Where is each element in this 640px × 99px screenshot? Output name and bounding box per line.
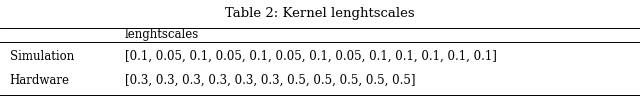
Text: [0.3, 0.3, 0.3, 0.3, 0.3, 0.3, 0.5, 0.5, 0.5, 0.5, 0.5]: [0.3, 0.3, 0.3, 0.3, 0.3, 0.3, 0.5, 0.5,…	[125, 74, 415, 87]
Text: Simulation: Simulation	[10, 50, 74, 63]
Text: Hardware: Hardware	[10, 74, 70, 87]
Text: lenghtscales: lenghtscales	[125, 28, 199, 41]
Text: [0.1, 0.05, 0.1, 0.05, 0.1, 0.05, 0.1, 0.05, 0.1, 0.1, 0.1, 0.1, 0.1]: [0.1, 0.05, 0.1, 0.05, 0.1, 0.05, 0.1, 0…	[125, 50, 497, 63]
Text: Table 2: Kernel lenghtscales: Table 2: Kernel lenghtscales	[225, 7, 415, 20]
